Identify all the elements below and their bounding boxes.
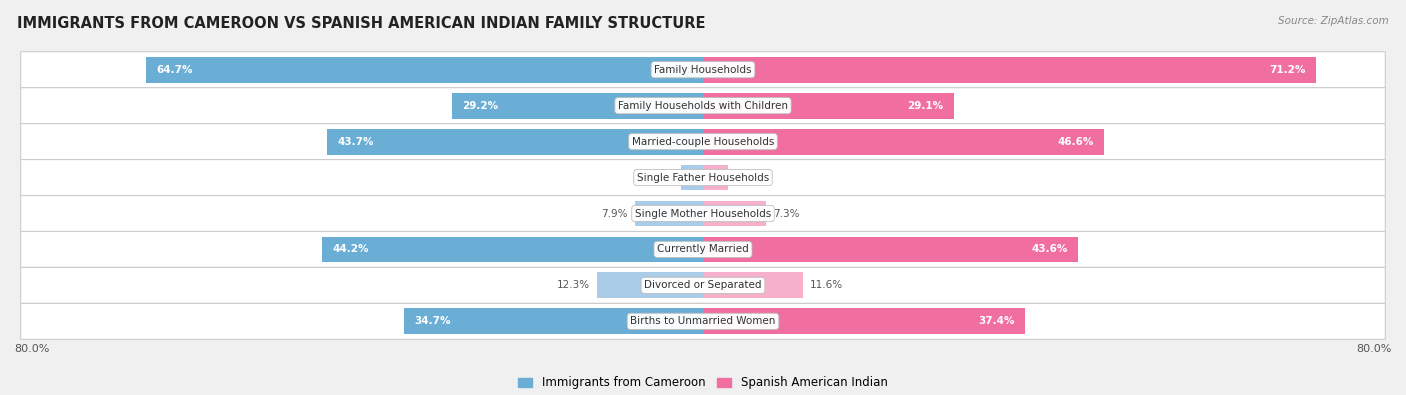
Bar — [451, 93, 703, 118]
FancyBboxPatch shape — [21, 124, 1385, 160]
Bar — [703, 165, 728, 190]
Text: 43.6%: 43.6% — [1032, 245, 1069, 254]
Bar — [703, 273, 803, 298]
FancyBboxPatch shape — [21, 52, 1385, 88]
FancyBboxPatch shape — [21, 160, 1385, 196]
Text: 37.4%: 37.4% — [979, 316, 1015, 326]
Text: 46.6%: 46.6% — [1057, 137, 1094, 147]
Bar — [322, 237, 703, 262]
Text: Source: ZipAtlas.com: Source: ZipAtlas.com — [1278, 16, 1389, 26]
Bar — [146, 57, 703, 83]
Bar — [703, 237, 1078, 262]
Text: Married-couple Households: Married-couple Households — [631, 137, 775, 147]
Text: Family Households: Family Households — [654, 65, 752, 75]
Text: Currently Married: Currently Married — [657, 245, 749, 254]
Text: 34.7%: 34.7% — [415, 316, 451, 326]
Text: 64.7%: 64.7% — [156, 65, 193, 75]
Text: Family Households with Children: Family Households with Children — [619, 101, 787, 111]
Bar — [682, 165, 703, 190]
Text: Single Father Households: Single Father Households — [637, 173, 769, 182]
Bar — [703, 129, 1104, 154]
Bar — [404, 308, 703, 334]
Text: 29.1%: 29.1% — [907, 101, 943, 111]
Bar — [598, 273, 703, 298]
Text: IMMIGRANTS FROM CAMEROON VS SPANISH AMERICAN INDIAN FAMILY STRUCTURE: IMMIGRANTS FROM CAMEROON VS SPANISH AMER… — [17, 16, 706, 31]
Text: Single Mother Households: Single Mother Households — [636, 209, 770, 218]
FancyBboxPatch shape — [21, 303, 1385, 339]
Bar — [703, 201, 766, 226]
Text: 2.5%: 2.5% — [648, 173, 675, 182]
FancyBboxPatch shape — [21, 267, 1385, 303]
Text: 43.7%: 43.7% — [337, 137, 374, 147]
Bar — [703, 93, 953, 118]
Bar — [636, 201, 703, 226]
FancyBboxPatch shape — [21, 231, 1385, 267]
Text: 44.2%: 44.2% — [333, 245, 370, 254]
Text: Births to Unmarried Women: Births to Unmarried Women — [630, 316, 776, 326]
Text: 11.6%: 11.6% — [810, 280, 844, 290]
Text: 80.0%: 80.0% — [1357, 344, 1392, 354]
Legend: Immigrants from Cameroon, Spanish American Indian: Immigrants from Cameroon, Spanish Americ… — [513, 372, 893, 394]
Bar — [703, 308, 1025, 334]
Text: 12.3%: 12.3% — [557, 280, 591, 290]
Text: 71.2%: 71.2% — [1270, 65, 1306, 75]
Bar — [703, 57, 1316, 83]
Text: Divorced or Separated: Divorced or Separated — [644, 280, 762, 290]
Text: 7.3%: 7.3% — [773, 209, 799, 218]
Bar — [326, 129, 703, 154]
Text: 7.9%: 7.9% — [602, 209, 628, 218]
FancyBboxPatch shape — [21, 88, 1385, 124]
FancyBboxPatch shape — [21, 196, 1385, 231]
Text: 80.0%: 80.0% — [14, 344, 49, 354]
Text: 2.9%: 2.9% — [735, 173, 762, 182]
Text: 29.2%: 29.2% — [461, 101, 498, 111]
